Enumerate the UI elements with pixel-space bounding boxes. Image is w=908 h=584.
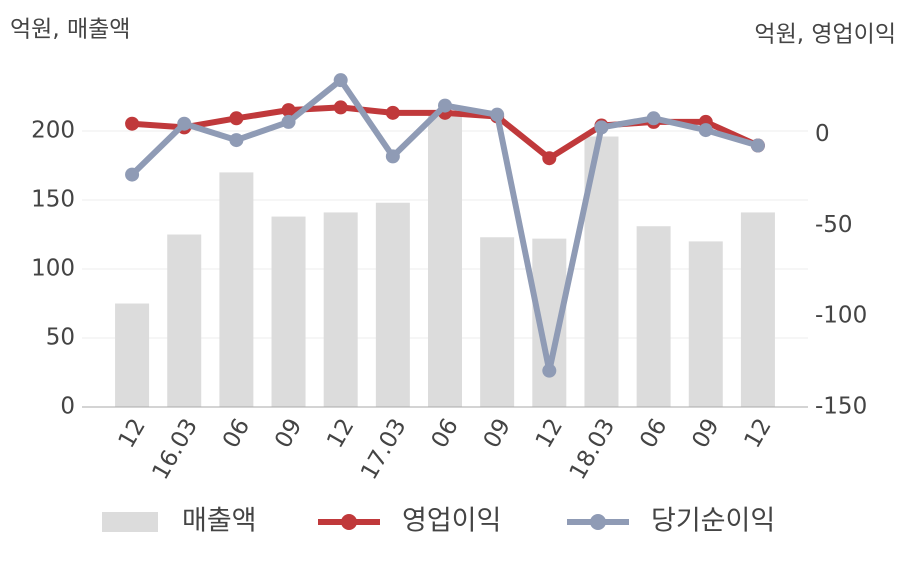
y-tick-label: 100 <box>31 256 75 282</box>
point <box>333 73 348 88</box>
bar <box>375 202 410 407</box>
bar <box>480 237 515 407</box>
x-tick-label: 18.03 <box>565 414 620 484</box>
bar <box>115 303 150 407</box>
point <box>177 116 192 131</box>
legend-label: 영업이익 <box>402 506 501 537</box>
y2-tick-label: -50 <box>815 212 853 238</box>
bar <box>428 114 462 407</box>
x-tick-label: 06 <box>427 414 464 452</box>
point <box>281 103 296 118</box>
legend-marker <box>341 514 357 530</box>
x-tick-label: 06 <box>635 414 672 452</box>
point <box>594 120 609 135</box>
y-tick-label: 0 <box>60 394 75 420</box>
bar <box>323 212 358 407</box>
point <box>281 114 296 129</box>
x-tick-label: 12 <box>531 414 568 452</box>
point <box>490 107 505 122</box>
point <box>750 138 765 153</box>
y2-tick-label: -100 <box>815 303 867 329</box>
y-tick-label: 150 <box>31 187 75 213</box>
legend-label: 매출액 <box>182 506 257 537</box>
x-tick-label: 17.03 <box>356 414 411 484</box>
y-tick-label: 200 <box>31 118 75 144</box>
point <box>542 151 557 166</box>
x-tick-label: 12 <box>740 414 777 452</box>
bar <box>688 241 723 407</box>
point <box>125 116 140 131</box>
bar <box>740 212 775 407</box>
point <box>125 167 140 182</box>
bar <box>636 226 671 407</box>
point <box>698 123 713 138</box>
bar <box>167 234 202 407</box>
x-tick-label: 09 <box>479 414 516 452</box>
point <box>385 149 400 164</box>
bar <box>271 216 306 407</box>
point <box>385 105 400 120</box>
point <box>229 111 244 126</box>
y2-axis-label: 억원, 영업이익 <box>754 22 896 48</box>
legend-label: 당기순이익 <box>651 506 775 537</box>
x-tick-label: 09 <box>687 414 724 452</box>
x-tick-label: 09 <box>270 414 307 452</box>
x-tick-label: 16.03 <box>148 414 203 484</box>
x-tick-label: 12 <box>322 414 359 452</box>
legend-marker <box>590 514 606 530</box>
point <box>438 98 452 113</box>
point <box>333 100 348 115</box>
point <box>542 363 557 378</box>
y2-tick-label: -150 <box>815 394 867 420</box>
bar <box>219 172 254 407</box>
y2-tick-label: 0 <box>815 121 830 147</box>
x-tick-label: 06 <box>218 414 255 452</box>
x-tick-label: 12 <box>114 414 151 452</box>
y-axis-label: 억원, 매출액 <box>10 17 130 43</box>
point <box>229 133 244 148</box>
y-tick-label: 50 <box>46 325 75 351</box>
point <box>646 111 661 126</box>
legend-swatch <box>102 512 158 532</box>
